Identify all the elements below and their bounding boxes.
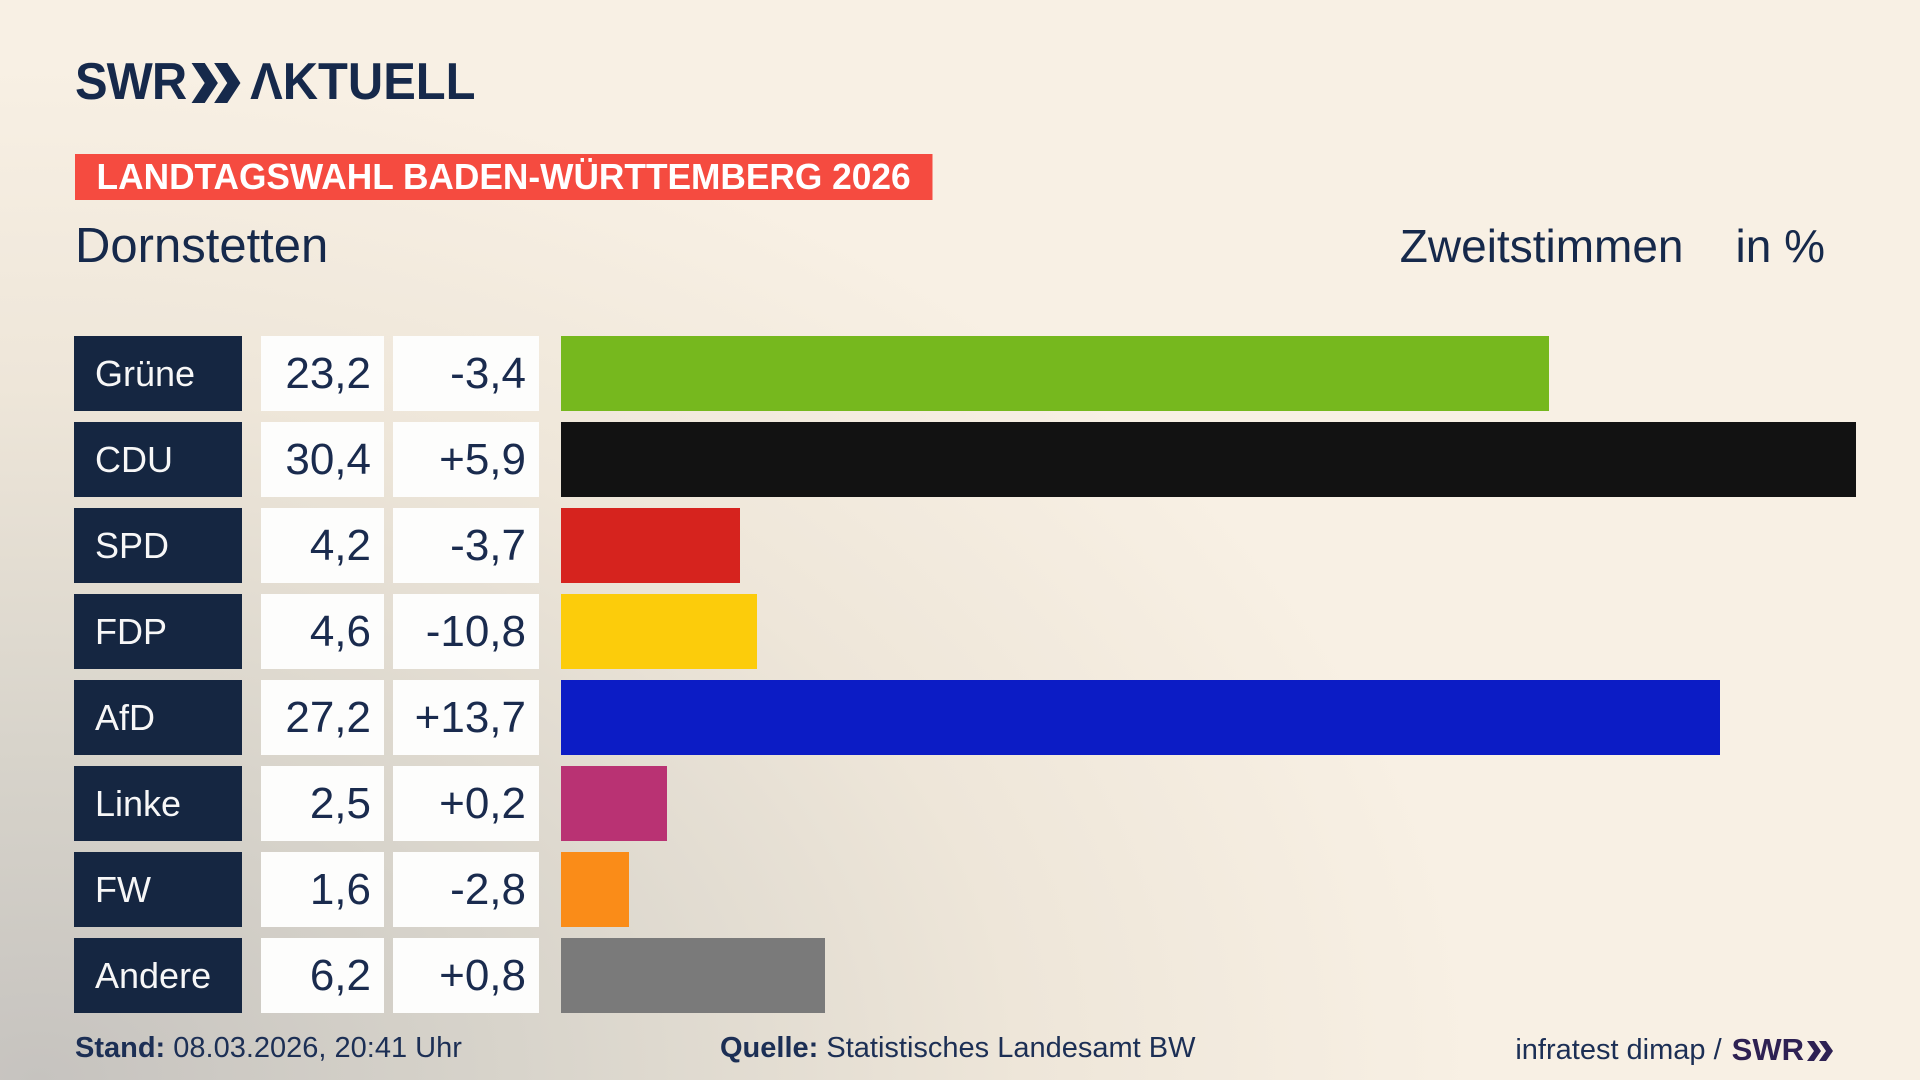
result-bar-spd bbox=[561, 508, 740, 583]
credit-text: infratest dimap / bbox=[1515, 1033, 1722, 1066]
party-row-linke: Linke 2,5 +0,2 bbox=[74, 766, 1856, 841]
stand-label: Stand: bbox=[75, 1032, 166, 1064]
result-bar-afd bbox=[561, 680, 1720, 755]
party-row-cdu: CDU 30,4 +5,9 bbox=[74, 422, 1856, 497]
party-value: 1,6 bbox=[261, 852, 384, 927]
aktuell-logo-text: ΛKTUELL bbox=[250, 53, 476, 111]
party-row-andere: Andere 6,2 +0,8 bbox=[74, 938, 1856, 1013]
party-value: 6,2 bbox=[261, 938, 384, 1013]
party-label: Andere bbox=[74, 938, 242, 1013]
bar-area bbox=[561, 680, 1856, 755]
swr-credit-text: SWR bbox=[1731, 1032, 1804, 1067]
party-label: AfD bbox=[74, 680, 242, 755]
source-label: Quelle: bbox=[720, 1032, 819, 1064]
bar-area bbox=[561, 422, 1856, 497]
double-chevron-right-icon bbox=[191, 63, 241, 103]
party-value: 27,2 bbox=[261, 680, 384, 755]
party-change: -3,4 bbox=[393, 336, 539, 411]
party-value: 2,5 bbox=[261, 766, 384, 841]
swr-aktuell-logo: SWR ΛKTUELL bbox=[75, 52, 476, 112]
bar-area bbox=[561, 508, 1856, 583]
party-change: -2,8 bbox=[393, 852, 539, 927]
party-label: CDU bbox=[74, 422, 242, 497]
result-bar-andere bbox=[561, 938, 826, 1013]
party-label: FW bbox=[74, 852, 242, 927]
subtitle-group: Zweitstimmen in % bbox=[1400, 219, 1825, 273]
source-value: Statistisches Landesamt BW bbox=[826, 1032, 1196, 1064]
result-bar-linke bbox=[561, 766, 668, 841]
party-row-fw: FW 1,6 -2,8 bbox=[74, 852, 1856, 927]
party-change: +0,2 bbox=[393, 766, 539, 841]
party-change: +13,7 bbox=[393, 680, 539, 755]
source-note: Quelle: Statistisches Landesamt BW bbox=[720, 1032, 1195, 1065]
election-banner: LANDTAGSWAHL BADEN-WÜRTTEMBERG 2026 bbox=[75, 154, 933, 200]
credit-note: infratest dimap / SWR bbox=[1515, 1032, 1833, 1068]
party-row-spd: SPD 4,2 -3,7 bbox=[74, 508, 1856, 583]
footer: Stand: 08.03.2026, 20:41 Uhr Quelle: Sta… bbox=[0, 1032, 1920, 1072]
party-value: 4,6 bbox=[261, 594, 384, 669]
page-title: Dornstetten bbox=[75, 219, 329, 273]
party-change: -10,8 bbox=[393, 594, 539, 669]
result-bar-grüne bbox=[561, 336, 1550, 411]
stand-value: 08.03.2026, 20:41 Uhr bbox=[173, 1032, 462, 1064]
party-change: +0,8 bbox=[393, 938, 539, 1013]
result-bar-cdu bbox=[561, 422, 1856, 497]
results-bar-chart: Grüne 23,2 -3,4 CDU 30,4 +5,9 SPD 4,2 -3,7 FDP 4,6… bbox=[74, 336, 1856, 1024]
party-label: SPD bbox=[74, 508, 242, 583]
party-row-afd: AfD 27,2 +13,7 bbox=[74, 680, 1856, 755]
bar-area bbox=[561, 852, 1856, 927]
title-row: Dornstetten Zweitstimmen in % bbox=[75, 218, 1825, 274]
party-label: Grüne bbox=[74, 336, 242, 411]
swr-credit-brand: SWR bbox=[1732, 1032, 1833, 1068]
result-bar-fw bbox=[561, 852, 630, 927]
party-value: 30,4 bbox=[261, 422, 384, 497]
unit-label: in % bbox=[1735, 220, 1825, 272]
vote-type-label: Zweitstimmen bbox=[1399, 220, 1684, 272]
party-row-fdp: FDP 4,6 -10,8 bbox=[74, 594, 1856, 669]
party-label: Linke bbox=[74, 766, 242, 841]
double-chevron-right-icon bbox=[1807, 1041, 1833, 1061]
stand-timestamp: Stand: 08.03.2026, 20:41 Uhr bbox=[75, 1032, 462, 1065]
swr-logo-text: SWR bbox=[75, 53, 187, 111]
party-row-grüne: Grüne 23,2 -3,4 bbox=[74, 336, 1856, 411]
party-label: FDP bbox=[74, 594, 242, 669]
bar-area bbox=[561, 336, 1856, 411]
party-change: +5,9 bbox=[393, 422, 539, 497]
party-change: -3,7 bbox=[393, 508, 539, 583]
bar-area bbox=[561, 594, 1856, 669]
result-bar-fdp bbox=[561, 594, 757, 669]
party-value: 23,2 bbox=[261, 336, 384, 411]
bar-area bbox=[561, 766, 1856, 841]
party-value: 4,2 bbox=[261, 508, 384, 583]
bar-area bbox=[561, 938, 1856, 1013]
